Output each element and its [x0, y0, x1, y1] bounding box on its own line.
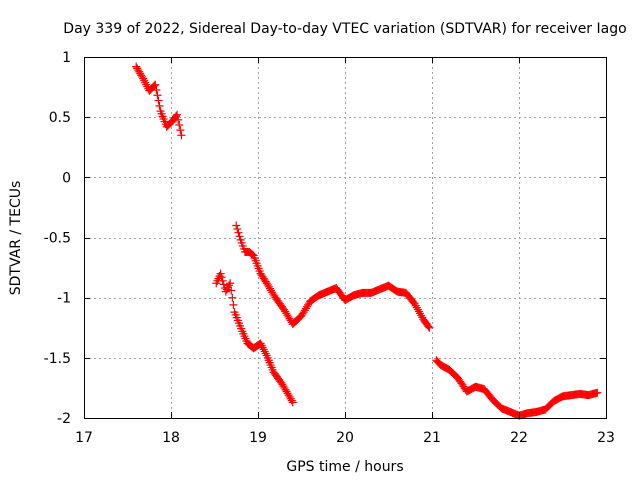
data-point — [232, 221, 241, 230]
y-tick-label: -1 — [57, 291, 71, 307]
x-tick-labels: 17 18 19 20 21 22 23 — [75, 430, 615, 446]
data-point — [151, 80, 160, 89]
y-tick-label: 1 — [62, 50, 71, 66]
data-point — [137, 71, 146, 80]
series-segment-1 — [132, 62, 186, 140]
data-point — [132, 62, 141, 71]
data-point — [173, 110, 182, 119]
data-point — [227, 286, 236, 295]
data-marks — [132, 62, 602, 420]
data-point — [235, 232, 244, 241]
data-point — [133, 64, 142, 73]
data-point — [141, 78, 150, 87]
data-point — [140, 76, 149, 85]
data-point — [233, 225, 242, 234]
y-tick-labels: 1 0.5 0 -0.5 -1 -1.5 -2 — [44, 50, 71, 427]
data-point — [256, 339, 265, 348]
data-point — [260, 347, 269, 356]
data-point — [175, 120, 184, 129]
data-point — [425, 323, 434, 332]
data-point — [234, 228, 243, 237]
y-tick-label: 0 — [62, 170, 71, 186]
data-point — [155, 101, 164, 110]
data-point — [217, 273, 226, 282]
x-axis-title: GPS time / hours — [286, 459, 403, 475]
chart-title: Day 339 of 2022, Sidereal Day-to-day VTE… — [63, 21, 626, 37]
data-point — [228, 293, 237, 302]
data-point — [259, 345, 268, 354]
x-tick-label: 17 — [75, 430, 93, 446]
series-segment-2 — [212, 269, 297, 407]
data-point — [134, 66, 143, 75]
data-point — [152, 85, 161, 94]
x-tick-label: 20 — [336, 430, 354, 446]
y-axis-title: SDTVAR / TECUs — [8, 181, 24, 296]
x-tick-label: 22 — [510, 430, 528, 446]
y-tick-label: -2 — [57, 411, 71, 427]
data-point — [154, 96, 163, 105]
y-tick-label: 0.5 — [49, 110, 71, 126]
data-point — [219, 280, 228, 289]
data-point — [258, 343, 267, 352]
y-tick-label: -0.5 — [44, 231, 71, 247]
data-point — [138, 72, 147, 81]
data-point — [226, 279, 235, 288]
data-point — [135, 67, 144, 76]
data-point — [257, 341, 266, 350]
data-point — [288, 398, 297, 407]
x-tick-label: 19 — [249, 430, 267, 446]
data-point — [136, 69, 145, 78]
data-point — [216, 269, 225, 278]
data-point — [139, 74, 148, 83]
data-point — [229, 300, 238, 309]
data-point — [218, 276, 227, 285]
data-point — [176, 126, 185, 135]
data-point — [153, 91, 162, 100]
data-point — [287, 396, 296, 405]
data-point — [261, 349, 270, 358]
x-tick-label: 21 — [423, 430, 441, 446]
series-segment-3 — [232, 221, 434, 332]
series-segment-4 — [432, 356, 602, 420]
x-tick-label: 23 — [597, 430, 615, 446]
y-tick-label: -1.5 — [44, 351, 71, 367]
axis-ticks — [84, 57, 607, 419]
data-point — [174, 115, 183, 124]
data-point — [142, 80, 151, 89]
data-point — [150, 81, 159, 90]
data-point — [593, 388, 602, 397]
data-point — [177, 131, 186, 140]
x-tick-label: 18 — [162, 430, 180, 446]
data-point — [424, 322, 433, 331]
